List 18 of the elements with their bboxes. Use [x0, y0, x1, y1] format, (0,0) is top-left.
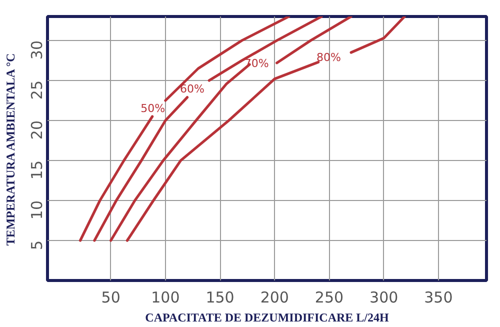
y-tick-label: 20 — [28, 120, 46, 140]
y-tick-label: 30 — [28, 40, 46, 60]
y-tick-label: 5 — [28, 240, 46, 250]
x-tick-label: 150 — [206, 288, 234, 306]
series-label: 80% — [316, 50, 341, 64]
y-axis-title: TEMPERATURA AMBIENTALA °C — [4, 53, 18, 246]
y-tick-label: 25 — [28, 80, 46, 100]
x-tick-label: 100 — [151, 288, 180, 306]
x-tick-label: 250 — [314, 288, 344, 306]
x-tick-label: 300 — [370, 288, 398, 306]
x-tick-label: 200 — [260, 288, 289, 306]
y-tick-label: 15 — [28, 160, 46, 180]
x-tick-label: 50 — [101, 288, 120, 306]
x-axis-title: CAPACITATE DE DEZUMIDIFICARE L/24H — [145, 310, 390, 324]
series-label: 50% — [140, 102, 166, 115]
series-label: 60% — [180, 82, 204, 96]
x-tick-label: 350 — [424, 288, 453, 306]
y-tick-label: 10 — [28, 200, 46, 220]
